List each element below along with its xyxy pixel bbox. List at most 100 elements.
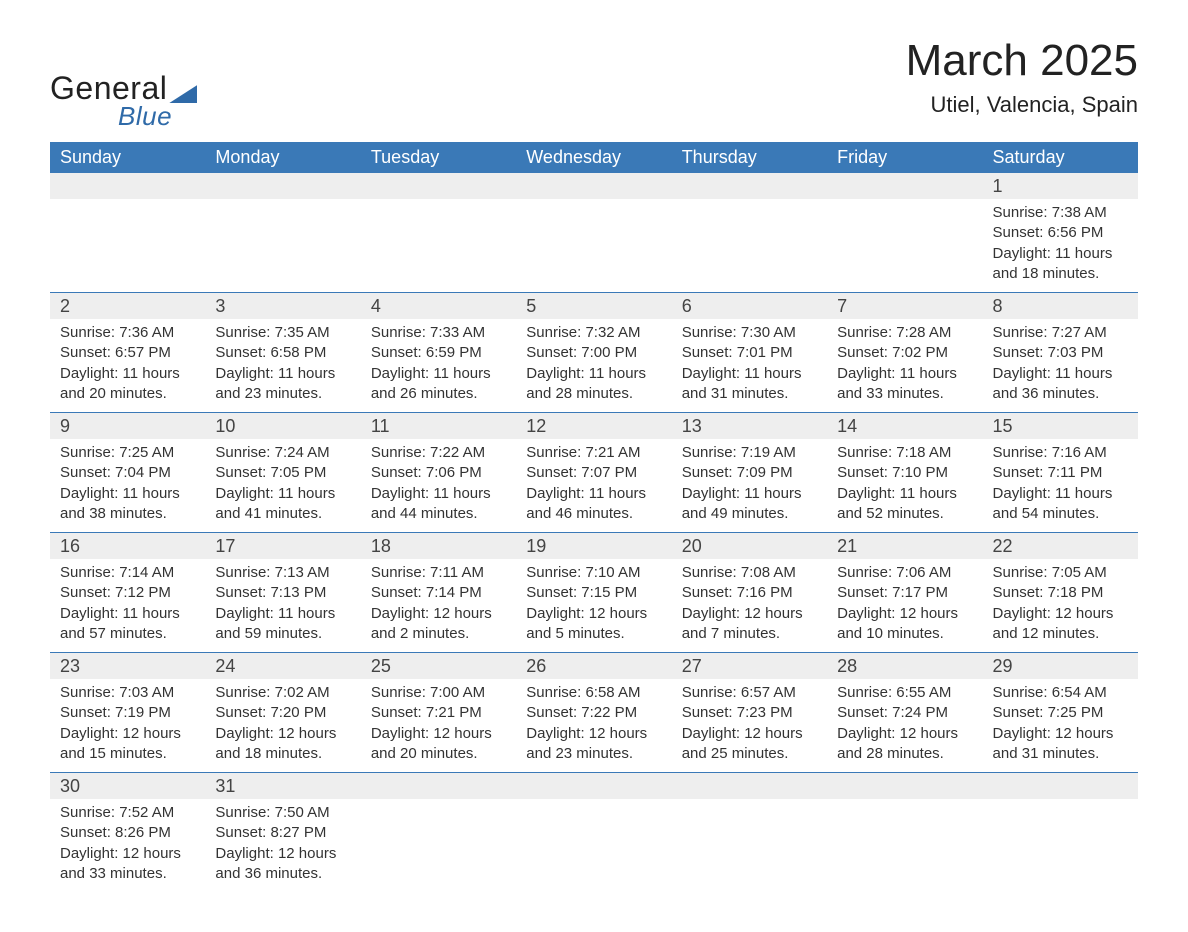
sunset-line: Sunset: 7:12 PM bbox=[60, 583, 195, 603]
day-details-cell: Sunrise: 7:00 AMSunset: 7:21 PMDaylight:… bbox=[361, 679, 516, 773]
day-number-cell: 28 bbox=[827, 653, 982, 680]
sunrise-line: Sunrise: 7:08 AM bbox=[682, 563, 817, 583]
sunset-line: Sunset: 7:03 PM bbox=[993, 343, 1128, 363]
day-number-cell: 31 bbox=[205, 773, 360, 800]
sunrise-line: Sunrise: 7:50 AM bbox=[215, 803, 350, 823]
day-number-cell: 12 bbox=[516, 413, 671, 440]
day-number-cell: 15 bbox=[983, 413, 1138, 440]
day-details-cell: Sunrise: 7:19 AMSunset: 7:09 PMDaylight:… bbox=[672, 439, 827, 533]
sunset-line: Sunset: 7:24 PM bbox=[837, 703, 972, 723]
sunset-line: Sunset: 7:17 PM bbox=[837, 583, 972, 603]
day-number-cell: 26 bbox=[516, 653, 671, 680]
sunrise-line: Sunrise: 7:11 AM bbox=[371, 563, 506, 583]
day-details-cell: Sunrise: 7:33 AMSunset: 6:59 PMDaylight:… bbox=[361, 319, 516, 413]
sunrise-line: Sunrise: 7:32 AM bbox=[526, 323, 661, 343]
daylight-line: Daylight: 11 hours and 46 minutes. bbox=[526, 484, 661, 525]
sunrise-line: Sunrise: 7:19 AM bbox=[682, 443, 817, 463]
daylight-line: Daylight: 12 hours and 12 minutes. bbox=[993, 604, 1128, 645]
sunset-line: Sunset: 8:27 PM bbox=[215, 823, 350, 843]
details-row: Sunrise: 7:38 AMSunset: 6:56 PMDaylight:… bbox=[50, 199, 1138, 293]
daynum-row: 16171819202122 bbox=[50, 533, 1138, 560]
sunset-line: Sunset: 7:07 PM bbox=[526, 463, 661, 483]
details-row: Sunrise: 7:14 AMSunset: 7:12 PMDaylight:… bbox=[50, 559, 1138, 653]
day-number-cell bbox=[672, 773, 827, 800]
day-details-cell: Sunrise: 7:21 AMSunset: 7:07 PMDaylight:… bbox=[516, 439, 671, 533]
day-details-cell bbox=[672, 799, 827, 892]
day-number-cell: 20 bbox=[672, 533, 827, 560]
logo-text-blue: Blue bbox=[118, 101, 197, 132]
daylight-line: Daylight: 11 hours and 52 minutes. bbox=[837, 484, 972, 525]
sunset-line: Sunset: 7:22 PM bbox=[526, 703, 661, 723]
day-number-cell: 25 bbox=[361, 653, 516, 680]
sunset-line: Sunset: 7:18 PM bbox=[993, 583, 1128, 603]
day-details-cell: Sunrise: 7:10 AMSunset: 7:15 PMDaylight:… bbox=[516, 559, 671, 653]
daylight-line: Daylight: 12 hours and 18 minutes. bbox=[215, 724, 350, 765]
day-details-cell: Sunrise: 7:03 AMSunset: 7:19 PMDaylight:… bbox=[50, 679, 205, 773]
sunrise-line: Sunrise: 6:57 AM bbox=[682, 683, 817, 703]
brand-logo: General Blue bbox=[50, 70, 197, 132]
sunset-line: Sunset: 7:21 PM bbox=[371, 703, 506, 723]
day-details-cell: Sunrise: 6:57 AMSunset: 7:23 PMDaylight:… bbox=[672, 679, 827, 773]
sunset-line: Sunset: 7:02 PM bbox=[837, 343, 972, 363]
day-details-cell: Sunrise: 7:52 AMSunset: 8:26 PMDaylight:… bbox=[50, 799, 205, 892]
day-details-cell: Sunrise: 7:08 AMSunset: 7:16 PMDaylight:… bbox=[672, 559, 827, 653]
day-number: 17 bbox=[215, 536, 235, 556]
day-number-cell: 11 bbox=[361, 413, 516, 440]
sunset-line: Sunset: 6:59 PM bbox=[371, 343, 506, 363]
sunset-line: Sunset: 7:05 PM bbox=[215, 463, 350, 483]
sunrise-line: Sunrise: 7:28 AM bbox=[837, 323, 972, 343]
daylight-line: Daylight: 12 hours and 28 minutes. bbox=[837, 724, 972, 765]
daylight-line: Daylight: 12 hours and 36 minutes. bbox=[215, 844, 350, 885]
daylight-line: Daylight: 12 hours and 25 minutes. bbox=[682, 724, 817, 765]
sunset-line: Sunset: 7:14 PM bbox=[371, 583, 506, 603]
daylight-line: Daylight: 11 hours and 31 minutes. bbox=[682, 364, 817, 405]
sunrise-line: Sunrise: 6:58 AM bbox=[526, 683, 661, 703]
daynum-row: 3031 bbox=[50, 773, 1138, 800]
sunrise-line: Sunrise: 7:30 AM bbox=[682, 323, 817, 343]
day-number-cell: 8 bbox=[983, 293, 1138, 320]
details-row: Sunrise: 7:36 AMSunset: 6:57 PMDaylight:… bbox=[50, 319, 1138, 413]
weekday-header: Thursday bbox=[672, 142, 827, 173]
day-details-cell: Sunrise: 7:27 AMSunset: 7:03 PMDaylight:… bbox=[983, 319, 1138, 413]
day-number: 7 bbox=[837, 296, 847, 316]
day-number: 29 bbox=[993, 656, 1013, 676]
day-number: 15 bbox=[993, 416, 1013, 436]
weekday-header: Sunday bbox=[50, 142, 205, 173]
sunrise-line: Sunrise: 7:33 AM bbox=[371, 323, 506, 343]
daylight-line: Daylight: 12 hours and 7 minutes. bbox=[682, 604, 817, 645]
day-number: 6 bbox=[682, 296, 692, 316]
day-details-cell: Sunrise: 6:58 AMSunset: 7:22 PMDaylight:… bbox=[516, 679, 671, 773]
day-number-cell: 18 bbox=[361, 533, 516, 560]
title-block: March 2025 Utiel, Valencia, Spain bbox=[906, 40, 1138, 118]
day-number-cell bbox=[827, 773, 982, 800]
day-number: 9 bbox=[60, 416, 70, 436]
sunset-line: Sunset: 7:09 PM bbox=[682, 463, 817, 483]
daylight-line: Daylight: 11 hours and 57 minutes. bbox=[60, 604, 195, 645]
calendar-table: Sunday Monday Tuesday Wednesday Thursday… bbox=[50, 142, 1138, 892]
sunrise-line: Sunrise: 7:13 AM bbox=[215, 563, 350, 583]
details-row: Sunrise: 7:52 AMSunset: 8:26 PMDaylight:… bbox=[50, 799, 1138, 892]
sunset-line: Sunset: 7:13 PM bbox=[215, 583, 350, 603]
sunset-line: Sunset: 6:56 PM bbox=[993, 223, 1128, 243]
day-number-cell: 17 bbox=[205, 533, 360, 560]
day-number-cell: 22 bbox=[983, 533, 1138, 560]
day-number-cell: 4 bbox=[361, 293, 516, 320]
header: General Blue March 2025 Utiel, Valencia,… bbox=[50, 40, 1138, 132]
sunrise-line: Sunrise: 7:16 AM bbox=[993, 443, 1128, 463]
sunrise-line: Sunrise: 7:36 AM bbox=[60, 323, 195, 343]
sunrise-line: Sunrise: 6:55 AM bbox=[837, 683, 972, 703]
day-number-cell: 5 bbox=[516, 293, 671, 320]
day-number-cell bbox=[516, 773, 671, 800]
calendar-body: 1Sunrise: 7:38 AMSunset: 6:56 PMDaylight… bbox=[50, 173, 1138, 892]
day-details-cell: Sunrise: 7:36 AMSunset: 6:57 PMDaylight:… bbox=[50, 319, 205, 413]
sunset-line: Sunset: 6:58 PM bbox=[215, 343, 350, 363]
day-details-cell: Sunrise: 7:14 AMSunset: 7:12 PMDaylight:… bbox=[50, 559, 205, 653]
day-number: 28 bbox=[837, 656, 857, 676]
daynum-row: 2345678 bbox=[50, 293, 1138, 320]
sunset-line: Sunset: 7:06 PM bbox=[371, 463, 506, 483]
day-number-cell: 19 bbox=[516, 533, 671, 560]
day-number: 12 bbox=[526, 416, 546, 436]
daylight-line: Daylight: 11 hours and 26 minutes. bbox=[371, 364, 506, 405]
day-number-cell bbox=[672, 173, 827, 199]
sunrise-line: Sunrise: 7:24 AM bbox=[215, 443, 350, 463]
